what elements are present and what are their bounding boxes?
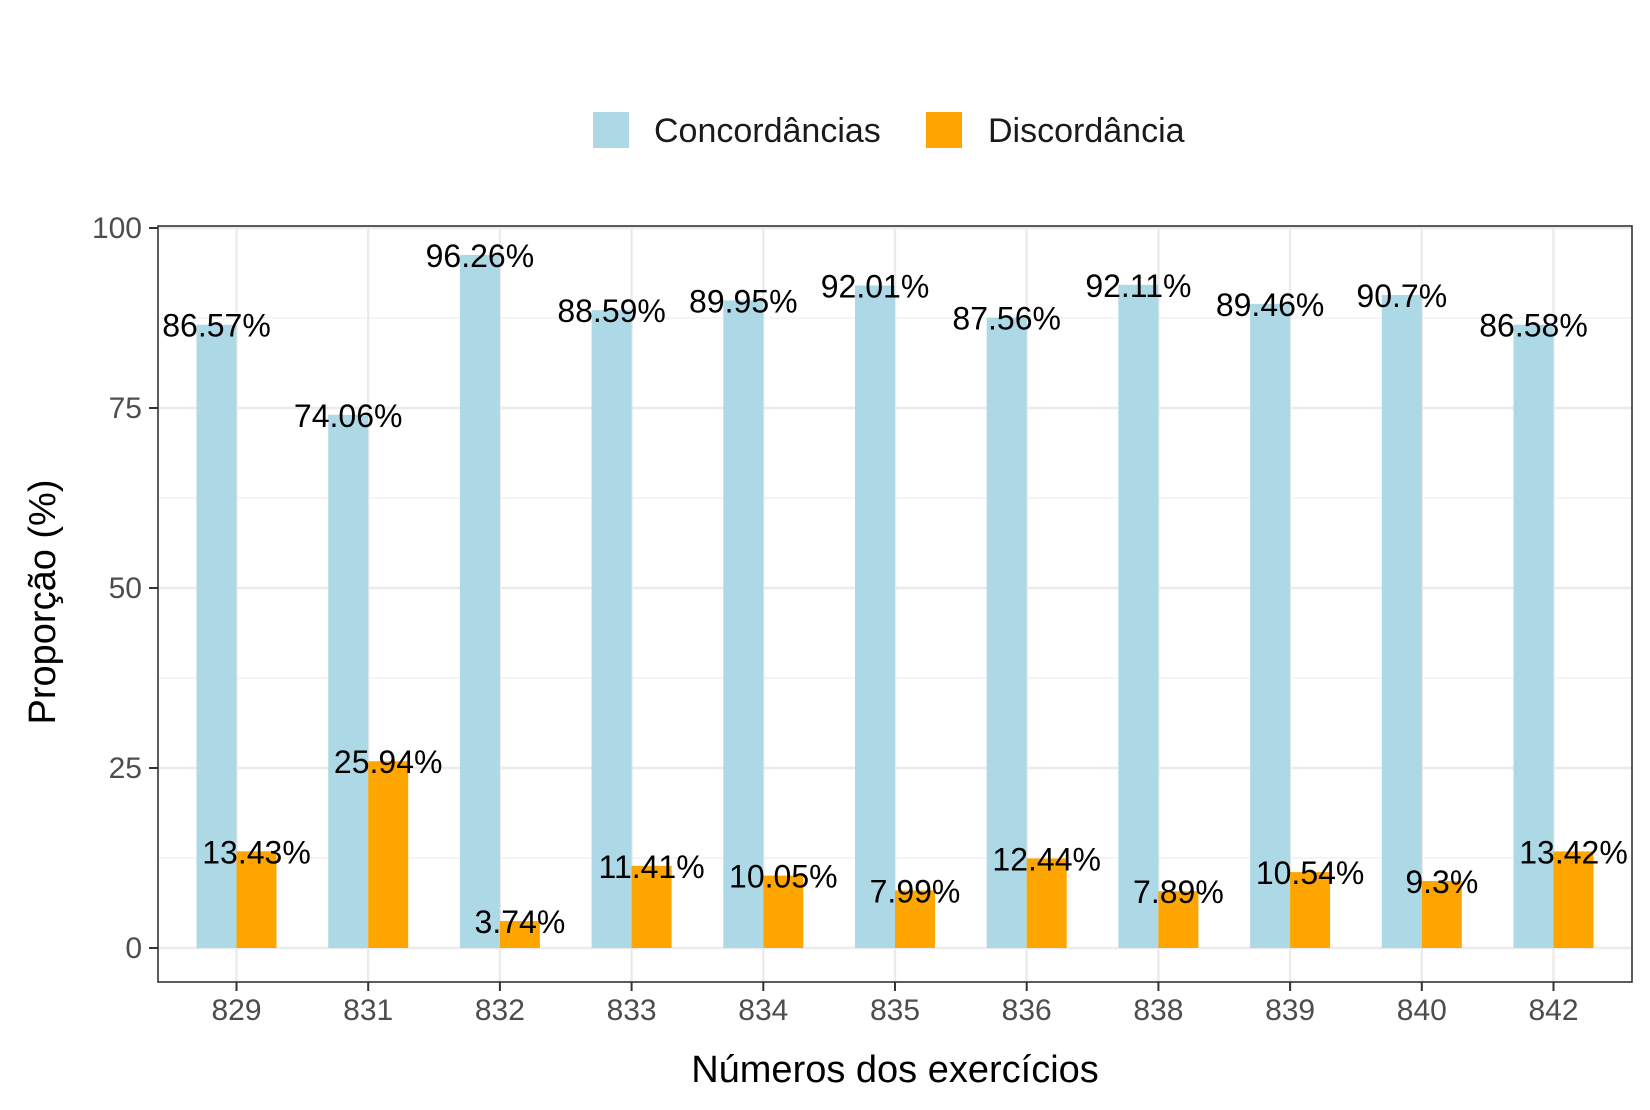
bar-label-discordancia-832: 3.74% [475, 904, 566, 940]
bar-discordancia-835 [895, 890, 935, 948]
legend-swatch-concordancias [593, 112, 629, 148]
bar-discordancia-840 [1421, 881, 1462, 948]
bar-discordancia-839 [1290, 872, 1331, 948]
bar-discordancia-838 [1158, 891, 1199, 948]
x-tick-label: 838 [1133, 994, 1183, 1027]
bar-label-concordancias-842: 86.58% [1479, 308, 1588, 344]
y-axis-title: Proporção (%) [22, 480, 64, 725]
x-tick-label: 842 [1528, 994, 1578, 1027]
bar-label-concordancias-829: 86.57% [162, 308, 271, 344]
bar-label-discordancia-829: 13.43% [202, 834, 311, 870]
bar-label-concordancias-840: 90.7% [1356, 278, 1447, 314]
bar-concordancias-838 [1118, 284, 1159, 949]
x-tick-label: 834 [738, 994, 788, 1027]
bar-concordancias-831 [328, 414, 369, 948]
bar-label-discordancia-840: 9.3% [1405, 864, 1478, 900]
bar-concordancias-840 [1381, 294, 1422, 949]
bar-label-discordancia-831: 25.94% [334, 744, 443, 780]
bar-discordancia-834 [763, 875, 804, 948]
x-tick-label: 839 [1265, 994, 1315, 1027]
y-tick-label: 50 [109, 572, 142, 605]
x-axis: 829 831 832 833 834 835 836 838 839 840 842 [211, 982, 1579, 1027]
y-axis: 0 25 50 75 100 [92, 212, 158, 965]
bar-label-concordancias-835: 92.01% [821, 269, 930, 305]
bar-discordancia-829 [236, 851, 277, 948]
legend-swatch-discordancia [926, 112, 962, 148]
bar-label-discordancia-838: 7.89% [1133, 874, 1224, 910]
x-tick-label: 829 [211, 994, 261, 1027]
bar-label-discordancia-842: 13.42% [1519, 834, 1628, 870]
bar-label-concordancias-838: 92.11% [1085, 268, 1191, 304]
bar-concordancias-836 [986, 317, 1027, 948]
bar-concordancias-842 [1513, 324, 1554, 948]
y-tick-label: 75 [109, 392, 142, 425]
legend: Concordâncias Discordância [593, 112, 1185, 150]
bar-concordancias-832 [459, 254, 500, 949]
bar-discordancia-833 [631, 865, 672, 948]
legend-label-discordancia: Discordância [988, 112, 1185, 150]
bar-label-concordancias-836: 87.56% [952, 301, 1061, 337]
x-axis-title: Números dos exercícios [691, 1049, 1099, 1091]
y-tick-label: 25 [109, 752, 142, 785]
legend-label-concordancias: Concordâncias [654, 112, 881, 150]
bar-label-discordancia-839: 10.54% [1256, 855, 1365, 891]
bar-discordancia-832 [499, 921, 540, 948]
bar-label-concordancias-839: 89.46% [1216, 287, 1325, 323]
bar-concordancias-833 [591, 310, 632, 949]
bar-labels: 86.57% 74.06% 96.26% 88.59% 89.95% 92.01% 87.5… [162, 238, 1628, 940]
x-tick-label: 831 [343, 994, 393, 1027]
y-tick-label: 100 [92, 212, 142, 245]
bar-concordancias-829 [196, 324, 237, 948]
bar-label-discordancia-836: 12.44% [992, 841, 1101, 877]
x-tick-label: 840 [1397, 994, 1447, 1027]
x-tick-label: 832 [475, 994, 525, 1027]
bar-label-discordancia-835: 7.99% [870, 873, 961, 909]
bar-label-concordancias-833: 88.59% [557, 293, 666, 329]
bar-label-concordancias-831: 74.06% [294, 398, 403, 434]
y-tick-label: 0 [125, 932, 142, 965]
bar-concordancias-835 [855, 285, 895, 948]
bar-discordancia-836 [1026, 858, 1067, 948]
bars [196, 254, 1594, 949]
bar-discordancia-842 [1553, 851, 1594, 948]
x-tick-label: 835 [870, 994, 920, 1027]
bar-concordancias-839 [1250, 303, 1291, 948]
x-tick-label: 836 [1002, 994, 1052, 1027]
bar-label-concordancias-832: 96.26% [426, 238, 535, 274]
bar-concordancias-834 [723, 300, 764, 948]
bar-discordancia-831 [368, 761, 409, 948]
bar-label-discordancia-834: 10.05% [729, 859, 838, 895]
bar-label-concordancias-834: 89.95% [689, 283, 798, 319]
x-tick-label: 833 [607, 994, 657, 1027]
bar-label-discordancia-833: 11.41% [599, 849, 705, 885]
